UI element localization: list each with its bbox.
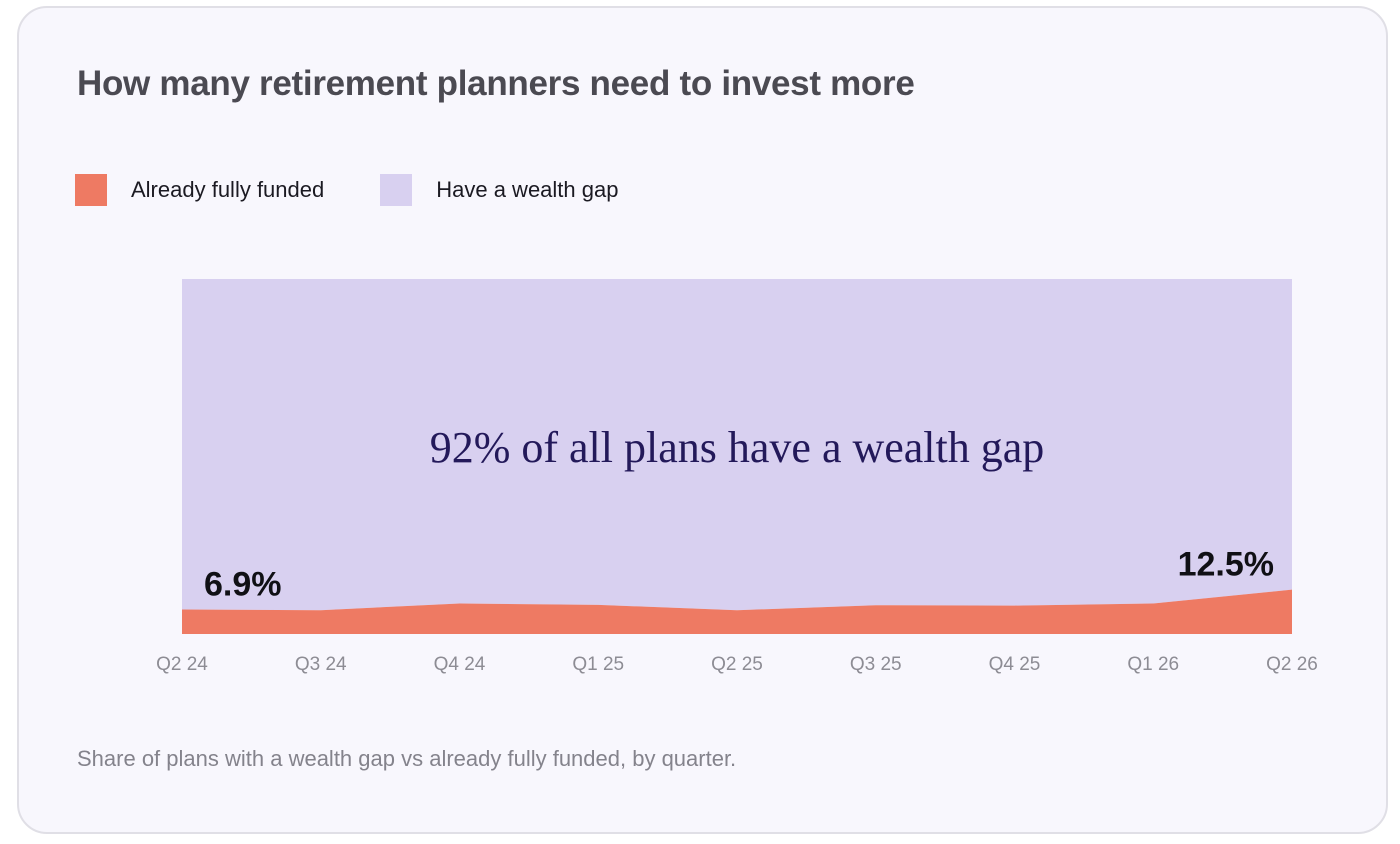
x-tick-label: Q1 25 [572, 654, 624, 675]
x-tick-label: Q4 25 [989, 654, 1041, 675]
x-tick-label: Q1 26 [1127, 654, 1179, 675]
legend-item-wealth-gap: Have a wealth gap [380, 174, 618, 206]
data-label-start: 6.9% [204, 566, 282, 604]
x-tick-label: Q3 25 [850, 654, 902, 675]
legend-label-fully-funded: Already fully funded [131, 177, 325, 202]
legend-label-wealth-gap: Have a wealth gap [436, 177, 619, 202]
data-label-end: 12.5% [1178, 546, 1274, 584]
annotation-center-text: 92% of all plans have a wealth gap [430, 423, 1045, 472]
chart-title: How many retirement planners need to inv… [77, 64, 915, 103]
x-tick-label: Q3 24 [295, 654, 347, 675]
x-tick-label: Q2 25 [711, 654, 763, 675]
legend-item-fully-funded: Already fully funded [75, 174, 324, 206]
legend-swatch-wealth-gap [380, 174, 413, 206]
x-tick-label: Q4 24 [434, 654, 486, 675]
chart-caption: Share of plans with a wealth gap vs alre… [77, 746, 737, 771]
legend: Already fully funded Have a wealth gap [75, 174, 674, 206]
legend-swatch-fully-funded [75, 174, 107, 206]
x-tick-label: Q2 24 [156, 654, 208, 675]
area-fully-funded [182, 589, 1292, 634]
area-wealth-gap [182, 279, 1292, 611]
x-tick-label: Q2 26 [1266, 654, 1318, 675]
